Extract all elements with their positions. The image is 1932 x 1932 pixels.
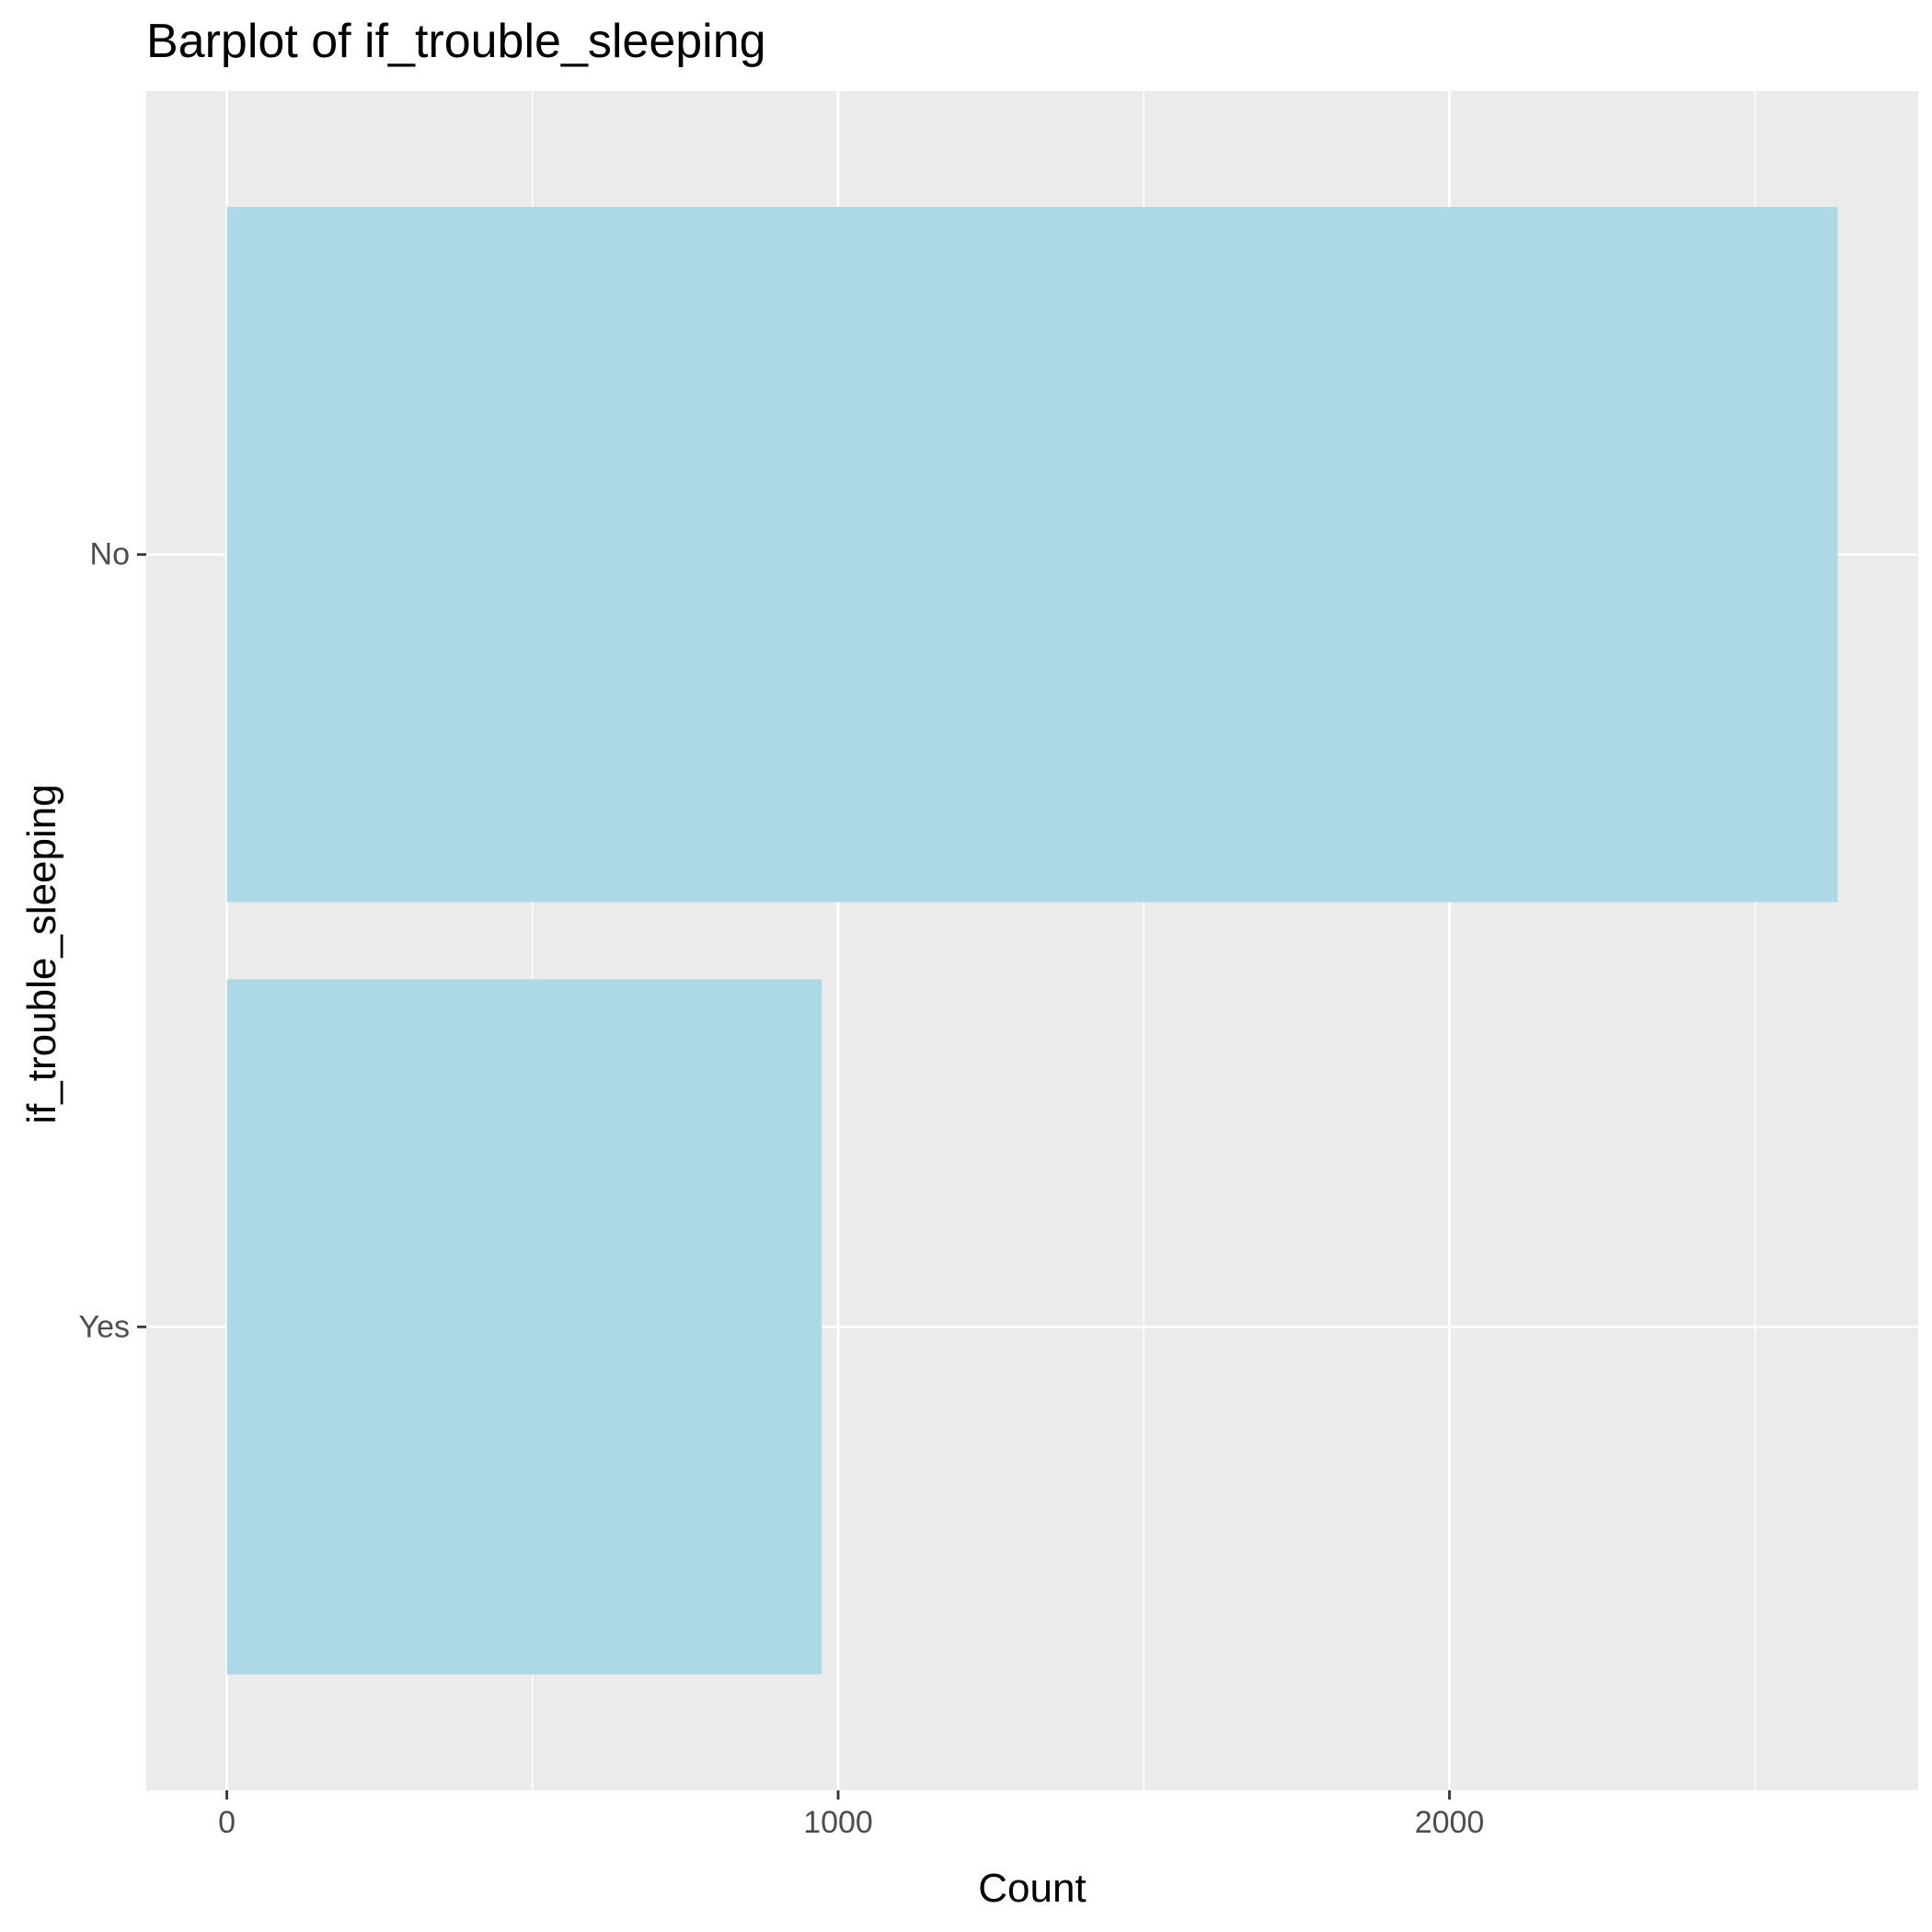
bars xyxy=(226,206,1838,1675)
y-tick-label: No xyxy=(90,537,130,572)
bar-no xyxy=(226,206,1838,903)
y-tick-label: Yes xyxy=(79,1309,130,1344)
chart-title: Barplot of if_trouble_sleeping xyxy=(146,15,766,68)
x-tick-label: 2000 xyxy=(1415,1805,1485,1840)
x-axis-title: Count xyxy=(978,1866,1086,1911)
bar-yes xyxy=(226,979,822,1675)
y-axis: No Yes xyxy=(79,537,146,1344)
y-axis-title: if_trouble_sleeping xyxy=(19,784,64,1123)
x-tick-label: 0 xyxy=(218,1805,236,1840)
x-axis: 0 1000 2000 xyxy=(218,1790,1484,1840)
x-tick-label: 1000 xyxy=(803,1805,873,1840)
